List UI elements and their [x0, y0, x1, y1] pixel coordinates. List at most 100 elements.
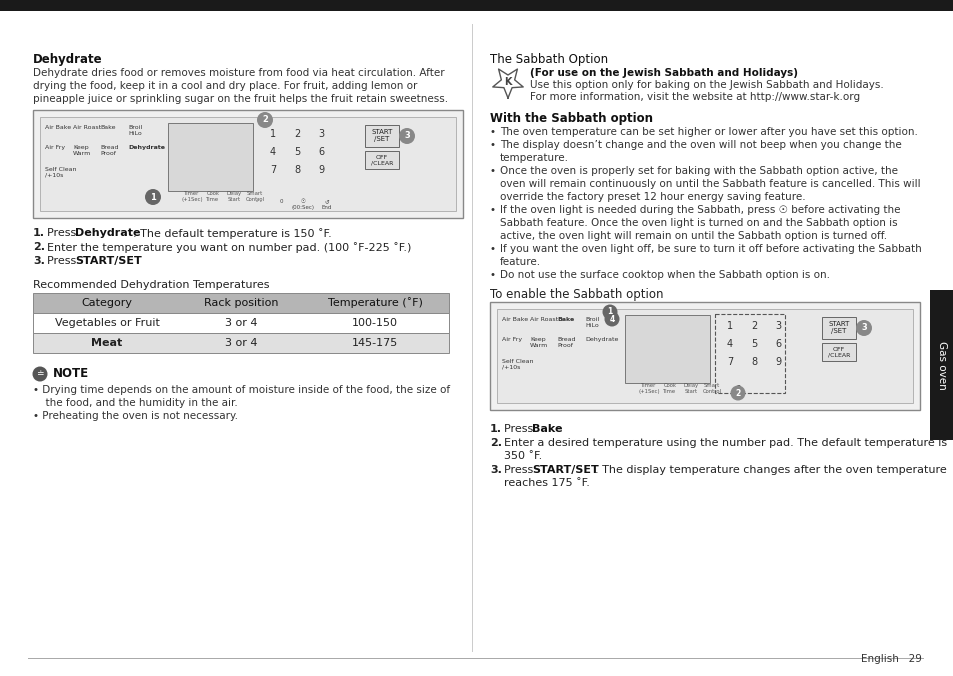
Text: 2.: 2. [33, 242, 45, 252]
Text: With the Sabbath option: With the Sabbath option [490, 112, 652, 125]
Bar [714, 314, 784, 393]
Text: 7: 7 [726, 357, 732, 367]
Text: override the factory preset 12 hour energy saving feature.: override the factory preset 12 hour ener… [499, 192, 804, 202]
Text: Smart
Control: Smart Control [701, 383, 720, 394]
Text: 6: 6 [774, 339, 781, 349]
Text: 5: 5 [294, 147, 300, 157]
Text: If the oven light is needed during the Sabbath, press ☉ before activating the: If the oven light is needed during the S… [499, 205, 900, 215]
Text: Broil
HiLo: Broil HiLo [584, 317, 598, 328]
Text: 3: 3 [861, 324, 866, 333]
Text: Once the oven is properly set for baking with the Sabbath option active, the: Once the oven is properly set for baking… [499, 166, 897, 176]
Text: NOTE: NOTE [53, 367, 89, 380]
Text: Recommended Dehydration Temperatures: Recommended Dehydration Temperatures [33, 280, 269, 290]
Text: To enable the Sabbath option: To enable the Sabbath option [490, 288, 662, 301]
Text: 3: 3 [774, 321, 781, 331]
Text: 4: 4 [609, 314, 614, 324]
Bar [28, 658, 923, 659]
Bar [490, 302, 919, 410]
Text: Bake: Bake [557, 317, 574, 322]
Text: 2: 2 [294, 129, 300, 139]
Circle shape [730, 385, 744, 400]
Text: •: • [490, 166, 496, 176]
Text: •: • [490, 140, 496, 150]
Text: Press: Press [503, 465, 537, 475]
Text: 0: 0 [279, 199, 282, 204]
Text: Delay
Start: Delay Start [226, 191, 241, 202]
Text: Press: Press [503, 424, 537, 434]
Text: Air Fry: Air Fry [45, 145, 65, 150]
Text: Dehydrate dries food or removes moisture from food via heat circulation. After: Dehydrate dries food or removes moisture… [33, 68, 444, 78]
Text: For more information, visit the website at http://www.star-k.org: For more information, visit the website … [530, 92, 860, 102]
Text: English   29: English 29 [861, 654, 921, 664]
Text: Smart
Control: Smart Control [245, 191, 264, 202]
Text: Timer
(+1Sec): Timer (+1Sec) [181, 191, 203, 202]
Text: (For use on the Jewish Sabbath and Holidays): (For use on the Jewish Sabbath and Holid… [530, 68, 797, 78]
Bar [40, 117, 456, 211]
Text: 6: 6 [317, 147, 324, 157]
Text: 4: 4 [726, 339, 732, 349]
Text: • Drying time depends on the amount of moisture inside of the food, the size of: • Drying time depends on the amount of m… [33, 385, 450, 395]
Text: Dehydrate: Dehydrate [584, 337, 618, 342]
Text: temperature.: temperature. [499, 153, 568, 163]
Text: Temperature (˚F): Temperature (˚F) [327, 297, 422, 308]
Circle shape [855, 320, 871, 336]
Bar [0, 0, 953, 11]
Text: Cook
Time: Cook Time [206, 191, 219, 202]
Circle shape [604, 312, 618, 327]
Text: Delay
Start: Delay Start [682, 383, 698, 394]
Text: feature.: feature. [499, 257, 540, 267]
Text: .: . [136, 256, 139, 266]
Text: Gas oven: Gas oven [936, 341, 946, 389]
Text: Rack position: Rack position [204, 298, 278, 308]
Text: The oven temperature can be set higher or lower after you have set this option.: The oven temperature can be set higher o… [499, 127, 917, 137]
Bar [33, 293, 449, 313]
Text: ☉
(00:Sec): ☉ (00:Sec) [292, 199, 314, 210]
Circle shape [32, 366, 48, 381]
Text: 2: 2 [750, 321, 757, 331]
Text: Keep
Warm: Keep Warm [73, 145, 91, 155]
Text: . The display temperature changes after the oven temperature: . The display temperature changes after … [595, 465, 945, 475]
Text: 8: 8 [750, 357, 757, 367]
Text: Bread
Proof: Bread Proof [100, 145, 118, 155]
Text: OFF
/CLEAR: OFF /CLEAR [371, 155, 393, 166]
Text: •: • [490, 127, 496, 137]
Text: •: • [490, 205, 496, 215]
Text: 2: 2 [735, 389, 740, 397]
Text: 3.: 3. [33, 256, 45, 266]
Text: START/SET: START/SET [75, 256, 142, 266]
Text: Air Roast: Air Roast [530, 317, 558, 322]
Text: Air Bake: Air Bake [45, 125, 71, 130]
Text: Vegetables or Fruit: Vegetables or Fruit [54, 318, 159, 328]
Bar [472, 24, 473, 652]
Text: Enter a desired temperature using the number pad. The default temperature is: Enter a desired temperature using the nu… [503, 438, 946, 448]
Text: ≐: ≐ [36, 370, 44, 379]
Text: 2.: 2. [490, 438, 501, 448]
Text: Dehydrate: Dehydrate [128, 145, 165, 150]
Text: 3.: 3. [490, 465, 501, 475]
Circle shape [602, 304, 617, 320]
Text: oven will remain continuously on until the Sabbath feature is cancelled. This wi: oven will remain continuously on until t… [499, 179, 920, 189]
Text: active, the oven light will remain on until the Sabbath option is turned off.: active, the oven light will remain on un… [499, 231, 886, 241]
Bar [33, 110, 462, 218]
Bar [168, 123, 253, 191]
Text: Air Fry: Air Fry [501, 337, 521, 342]
Text: 350 ˚F.: 350 ˚F. [503, 451, 541, 461]
Text: Bake: Bake [100, 125, 115, 130]
Text: ↺
End: ↺ End [321, 199, 332, 210]
Text: 1.: 1. [33, 228, 45, 238]
Text: 5: 5 [750, 339, 757, 349]
Text: Dehydrate: Dehydrate [75, 228, 140, 238]
Bar [821, 317, 855, 339]
Bar [929, 290, 953, 440]
Text: Cook
Time: Cook Time [662, 383, 676, 394]
Text: START
/SET: START /SET [827, 322, 849, 335]
Text: 3: 3 [317, 129, 324, 139]
Bar [365, 151, 398, 169]
Text: Timer
(+1Sec): Timer (+1Sec) [638, 383, 659, 394]
Text: Meat: Meat [91, 338, 123, 348]
Bar [624, 315, 709, 383]
Text: Category: Category [81, 298, 132, 308]
Text: -°-: -°- [255, 199, 262, 204]
Text: 3 or 4: 3 or 4 [225, 338, 257, 348]
Text: Press: Press [47, 256, 80, 266]
